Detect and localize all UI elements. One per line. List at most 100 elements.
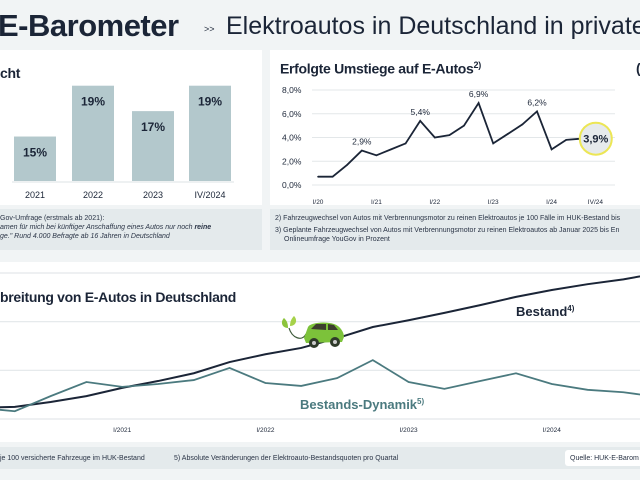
bar-chart-footnote: Gov-Umfrage (erstmals ab 2021): amen für… [0, 209, 262, 250]
x-tick-label: I/2021 [113, 427, 131, 434]
data-point [264, 382, 266, 384]
data-point [536, 110, 538, 113]
x-tick-label: IV/2024 [194, 190, 225, 200]
data-point [157, 383, 159, 385]
bestand-chart-panel: I/2021 I/2022 I/2023 I/2024 Bestand4) Bestand… [0, 262, 640, 442]
data-point [587, 283, 589, 285]
series-name: Bestands-Dynamik [300, 397, 418, 412]
footnote-line: Gov-Umfrage (erstmals ab 2021): [0, 215, 105, 222]
highlight-label: 3,9% [583, 134, 608, 146]
bestand-chart-title: breitung von E-Autos in Deutschland [0, 289, 237, 305]
data-point [193, 379, 195, 381]
bar [132, 111, 174, 181]
data-point [375, 154, 378, 157]
data-point [229, 361, 231, 363]
data-point [317, 175, 319, 178]
bestand-line-chart: I/2021 I/2022 I/2023 I/2024Bestand4)Bestand… [0, 272, 640, 434]
data-point [361, 149, 363, 152]
x-tick-label: IV/24 [588, 199, 604, 205]
bar-data-label: 19% [198, 95, 222, 109]
y-tick-label: 0,0% [282, 180, 302, 190]
line-chart-title-text: Erfolgte Umstiege auf E-Autos [280, 60, 474, 77]
data-label: 6,2% [527, 97, 547, 107]
data-point [157, 380, 159, 382]
footnote-line: je 100 versicherte Fahrzeuge im HUK-Best… [0, 455, 145, 462]
data-label: 5,4% [411, 107, 431, 117]
data-point [492, 142, 494, 145]
data-point [85, 395, 87, 397]
data-point [477, 102, 480, 104]
edge-fragment: ( [636, 60, 640, 76]
y-tick-label: 6,0% [282, 109, 302, 119]
data-point [463, 124, 465, 127]
data-point [193, 372, 195, 374]
bar [189, 85, 231, 181]
series-label: Bestands-Dynamik5) [300, 397, 424, 412]
data-point [587, 389, 589, 391]
footnote-line: 3) Geplante Fahrzeugwechsel von Autos mi… [275, 227, 620, 234]
bar-data-label: 17% [141, 120, 165, 134]
data-point [14, 410, 16, 412]
footnote-line: ge." Rund 4.000 Befragte ab 16 Jahren in… [0, 233, 170, 240]
data-point [551, 289, 553, 291]
footnote-line: Onlineumfrage YouGov in Prozent [284, 236, 390, 243]
title-separator: >> [204, 24, 215, 34]
data-point [408, 319, 410, 321]
data-point [622, 391, 625, 393]
bar-data-label: 15% [23, 146, 47, 160]
x-tick-label: I/22 [429, 199, 440, 205]
data-point [346, 164, 348, 166]
data-point [565, 139, 567, 141]
series-label: Bestand4) [516, 304, 575, 319]
data-point [50, 401, 52, 403]
bar-chart-title: cht [0, 65, 21, 81]
x-tick-label: I/2022 [256, 427, 274, 434]
data-point [507, 133, 509, 135]
data-point [372, 359, 374, 361]
series-line-bestands-dynamik [0, 359, 640, 413]
x-tick-label: I/2023 [400, 427, 418, 434]
electric-car-icon [281, 316, 344, 348]
y-tick-label: 4,0% [282, 133, 302, 143]
line-chart-title: Erfolgte Umstiege auf E-Autos2) [280, 60, 481, 77]
data-point [448, 134, 451, 136]
umstiege-line-chart: 0,0% 2,0% 4,0% 6,0% 8,0% I/20 I/21 I/22 I/23 I/24… [282, 85, 615, 205]
data-point [390, 148, 392, 151]
data-point [551, 383, 553, 385]
x-tick-label: I/21 [371, 199, 382, 205]
source-text: Quelle: HUK-E-Barom [570, 455, 639, 462]
data-point [300, 347, 302, 349]
x-tick-label: I/2024 [543, 427, 561, 434]
data-point [550, 148, 553, 151]
data-point [85, 381, 87, 383]
data-label: 2,9% [352, 137, 372, 147]
footnote-line: 5) Absolute Veränderungen der Elektroaut… [174, 455, 399, 462]
footnote-ref: 4) [567, 304, 574, 313]
bar-data-label: 19% [81, 95, 105, 109]
series-name: Bestand [516, 304, 567, 319]
data-point [515, 296, 517, 298]
x-tick-label: 2022 [83, 190, 103, 200]
data-point [300, 385, 302, 387]
x-tick-label: I/24 [546, 199, 557, 205]
footnote-ref: 5) [417, 397, 424, 406]
x-tick-label: I/20 [313, 199, 324, 205]
footnote-line: amen für mich bei künftiger Anschaffung … [0, 224, 195, 231]
bestand-footnotes: je 100 versicherte Fahrzeuge im HUK-Best… [0, 447, 640, 469]
x-tick-label: 2021 [25, 190, 45, 200]
data-point [14, 406, 16, 408]
data-point [408, 381, 410, 383]
data-point [443, 312, 445, 314]
bar [72, 85, 114, 181]
bar-chart: 15% 2021 19% 2022 17% 2023 19% IV/2024 [12, 85, 234, 200]
data-point [404, 142, 407, 145]
data-point [434, 136, 436, 139]
bar-chart-panel: cht 15% 2021 19% 2022 17% 2023 19% IV/2024 [0, 50, 262, 205]
data-point [443, 388, 445, 390]
footnote-line: 2) Fahrzeugwechsel von Autos mit Verbren… [275, 215, 621, 222]
data-point [336, 377, 338, 379]
data-point [479, 304, 481, 306]
line-chart-panel: Erfolgte Umstiege auf E-Autos2) ( 0,0% 2,… [270, 50, 640, 205]
data-point [229, 367, 231, 369]
data-point [331, 175, 334, 178]
